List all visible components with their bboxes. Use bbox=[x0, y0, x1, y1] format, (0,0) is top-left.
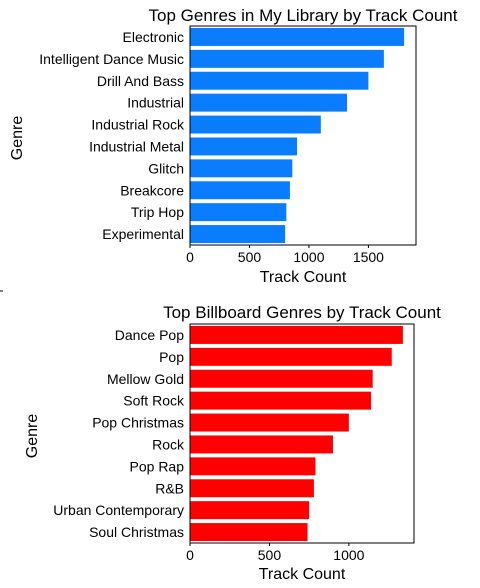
billboard-genres-chart: Top Billboard Genres by Track Count Danc… bbox=[24, 303, 441, 583]
bar bbox=[190, 159, 293, 178]
category-label: Industrial Rock bbox=[91, 117, 185, 133]
x-tick-label: 1000 bbox=[293, 249, 324, 265]
category-label: Intelligent Dance Music bbox=[39, 51, 184, 67]
category-label: Electronic bbox=[123, 29, 184, 45]
chart-title: Top Billboard Genres by Track Count bbox=[163, 303, 441, 322]
bar bbox=[190, 225, 286, 244]
bar bbox=[190, 181, 290, 200]
bar bbox=[190, 523, 308, 542]
bar bbox=[190, 203, 287, 222]
x-axis-label: Track Count bbox=[259, 566, 346, 583]
category-label: Drill And Bass bbox=[97, 73, 184, 89]
category-label: Mellow Gold bbox=[107, 371, 184, 387]
x-tick-label: 500 bbox=[238, 249, 262, 265]
bar bbox=[190, 115, 321, 134]
bar bbox=[190, 93, 348, 112]
bar bbox=[190, 27, 405, 46]
x-tick-label: 500 bbox=[258, 547, 282, 563]
bar bbox=[190, 137, 298, 156]
bar bbox=[190, 49, 384, 68]
x-axis-label: Track Count bbox=[260, 269, 347, 286]
category-label: Rock bbox=[152, 436, 185, 452]
x-tick-label: 0 bbox=[186, 547, 194, 563]
library-genres-chart: Top Genres in My Library by Track Count … bbox=[9, 6, 458, 286]
bar bbox=[190, 325, 403, 344]
y-axis-label: Genre bbox=[24, 414, 41, 459]
category-label: Breakcore bbox=[120, 182, 184, 198]
category-label: Urban Contemporary bbox=[53, 502, 184, 518]
category-label: Industrial Metal bbox=[89, 138, 184, 154]
category-label: Experimental bbox=[102, 226, 184, 242]
category-label: Pop bbox=[159, 349, 184, 365]
bar bbox=[190, 457, 316, 476]
bar bbox=[190, 435, 333, 454]
chart-title: Top Genres in My Library by Track Count bbox=[149, 6, 458, 25]
plot-frame bbox=[189, 323, 415, 544]
bar bbox=[190, 391, 372, 410]
category-label: Pop Christmas bbox=[92, 415, 184, 431]
bar bbox=[190, 71, 369, 90]
category-label: Pop Rap bbox=[130, 458, 185, 474]
x-tick-label: 1000 bbox=[333, 547, 364, 563]
category-label: Dance Pop bbox=[115, 327, 184, 343]
bar bbox=[190, 501, 310, 520]
y-axis-label: Genre bbox=[9, 116, 26, 161]
category-label: Glitch bbox=[148, 160, 184, 176]
category-label: R&B bbox=[155, 480, 184, 496]
x-tick-label: 0 bbox=[186, 249, 194, 265]
x-tick-label: 1500 bbox=[353, 249, 384, 265]
category-label: Industrial bbox=[127, 95, 184, 111]
bar bbox=[190, 413, 349, 432]
bar bbox=[190, 479, 314, 498]
category-label: Soul Christmas bbox=[89, 524, 184, 540]
plot-frame bbox=[189, 25, 417, 246]
category-label: Soft Rock bbox=[123, 393, 185, 409]
category-label: Trip Hop bbox=[131, 204, 184, 220]
bar bbox=[190, 369, 373, 388]
bar bbox=[190, 347, 392, 366]
